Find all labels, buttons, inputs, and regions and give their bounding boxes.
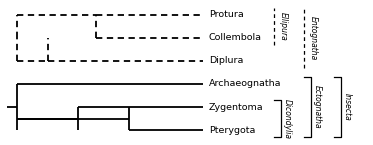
Text: Zygentoma: Zygentoma: [209, 103, 263, 112]
Text: Archaeognatha: Archaeognatha: [209, 79, 281, 88]
Text: Insecta: Insecta: [342, 93, 352, 121]
Text: Dicondylia: Dicondylia: [283, 99, 292, 139]
Text: Pterygota: Pterygota: [209, 126, 255, 135]
Text: Diplura: Diplura: [209, 56, 243, 65]
Text: Protura: Protura: [209, 10, 244, 19]
Text: Ellipura: Ellipura: [279, 12, 288, 40]
Text: Entognatha: Entognatha: [309, 16, 318, 60]
Text: Collembola: Collembola: [209, 33, 262, 42]
Text: Ectognatha: Ectognatha: [313, 85, 322, 129]
